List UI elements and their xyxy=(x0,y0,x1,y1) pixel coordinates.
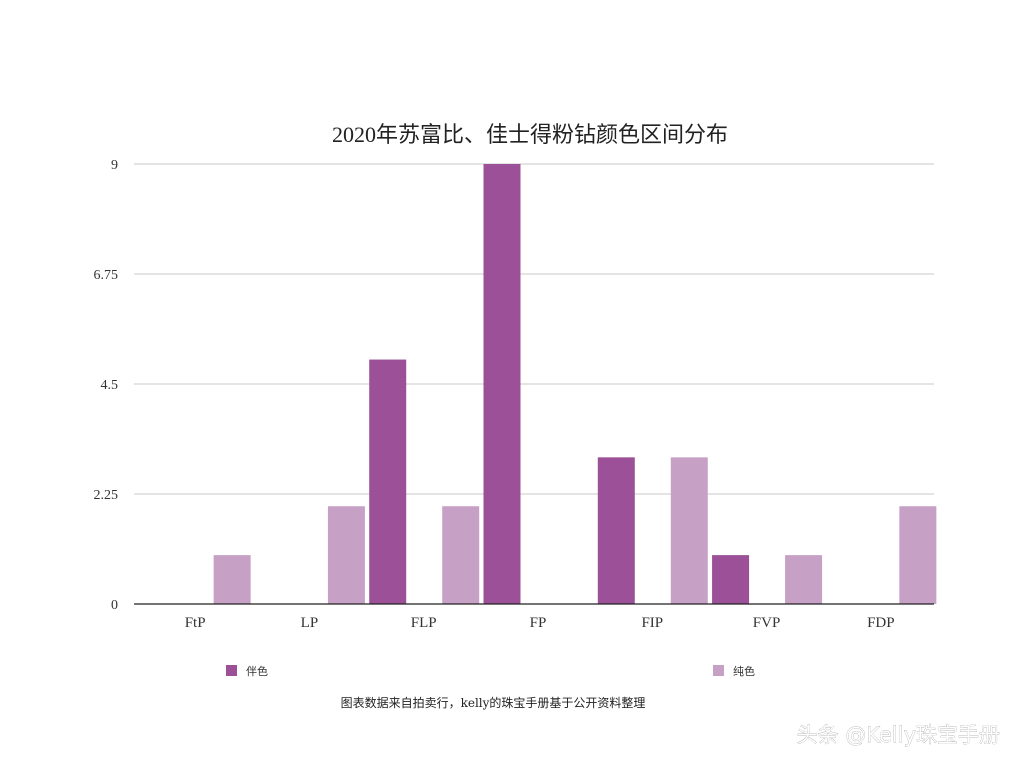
bars xyxy=(213,164,937,604)
y-axis-ticks: 0 2.25 4.5 6.75 9 xyxy=(94,158,119,613)
bar-pure-color-FDP xyxy=(899,506,937,604)
x-tick-label: FIP xyxy=(641,615,663,631)
x-tick-label: FDP xyxy=(867,615,895,631)
x-axis-ticks: FtP LP FLP FP FIP FVP FDP xyxy=(185,615,895,631)
y-tick-label: 4.5 xyxy=(101,378,119,393)
legend: 伴色 纯色 xyxy=(226,664,755,678)
bar-pure-color-FtP xyxy=(213,555,251,604)
source-note: 图表数据来自拍卖行，kelly的珠宝手册基于公开资料整理 xyxy=(341,695,646,710)
bar-pure-color-FVP xyxy=(785,555,823,604)
bar-pure-color-LP xyxy=(327,506,365,604)
bar-accompanied-color-FIP xyxy=(597,457,635,604)
y-tick-label: 2.25 xyxy=(94,488,119,503)
legend-swatch xyxy=(713,665,724,676)
chart-title: 2020年苏富比、佳士得粉钻颜色区间分布 xyxy=(332,122,728,147)
y-tick-label: 9 xyxy=(111,158,118,173)
x-tick-label: FtP xyxy=(185,615,206,631)
legend-swatch xyxy=(226,665,237,676)
bar-accompanied-color-FLP xyxy=(369,359,407,604)
bar-accompanied-color-FP xyxy=(483,164,521,604)
bar-pure-color-FIP xyxy=(670,457,708,604)
watermark-text: 头条 @Kelly珠宝手册 xyxy=(797,723,1000,747)
bar-pure-color-FLP xyxy=(442,506,480,604)
y-tick-label: 6.75 xyxy=(94,268,119,283)
grid-lines xyxy=(134,163,934,495)
legend-label: 伴色 xyxy=(246,664,268,678)
bar-accompanied-color-FVP xyxy=(712,555,750,604)
x-tick-label: FVP xyxy=(753,615,781,631)
x-tick-label: LP xyxy=(301,615,319,631)
legend-label: 纯色 xyxy=(733,664,755,678)
x-tick-label: FLP xyxy=(411,615,437,631)
x-tick-label: FP xyxy=(530,615,547,631)
y-tick-label: 0 xyxy=(111,598,118,613)
